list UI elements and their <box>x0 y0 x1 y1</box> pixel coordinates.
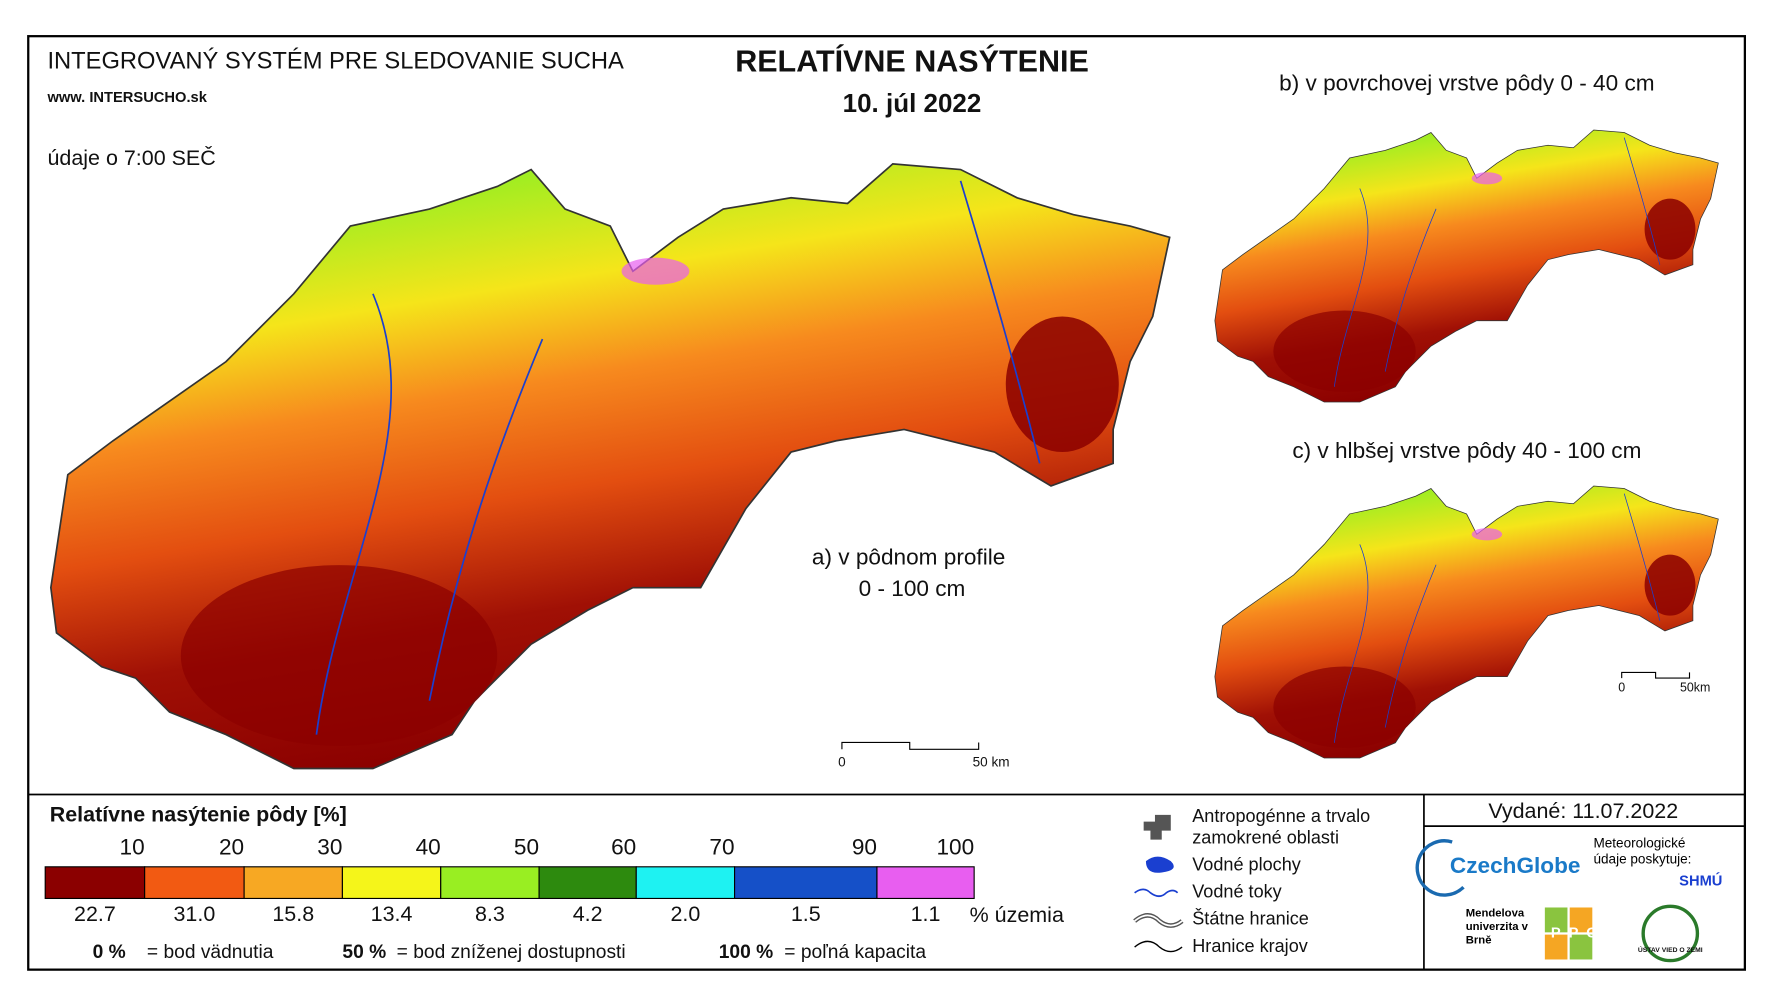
map-a-depth: 0 - 100 cm <box>859 576 966 601</box>
symbol-label: Antropogénne a trvalo zamokrené oblasti <box>1192 806 1370 847</box>
share-unit: % územia <box>970 903 1064 927</box>
legend-share: 2.0 <box>670 902 700 926</box>
map-b <box>1214 129 1719 403</box>
logo-provider: Meteorologické údaje poskytuje: <box>1593 835 1692 867</box>
legend-share: 22.7 <box>74 902 116 926</box>
legend-break: 100 <box>936 835 974 860</box>
legend-title: Relatívne nasýtenie pôdy [%] <box>50 803 347 827</box>
issued: Vydané: 11.07.2022 <box>1488 799 1678 823</box>
scale-zero: 0 <box>838 754 846 769</box>
legend-break: 90 <box>852 835 877 860</box>
legend-break: 10 <box>120 835 145 860</box>
note-text: = bod zníženej dostupnosti <box>397 942 626 963</box>
title: RELATÍVNE NASÝTENIE <box>735 42 1089 78</box>
legend-share: 15.8 <box>272 902 314 926</box>
legend-share: 1.1 <box>911 902 941 926</box>
legend-swatch <box>734 866 878 900</box>
scale-zero: 0 <box>1618 681 1625 695</box>
logo-nppc-box <box>1544 907 1593 960</box>
legend-share: 4.2 <box>573 902 603 926</box>
map-a-label: a) v pôdnom profile <box>812 544 1005 569</box>
symbol-label: Hranice krajov <box>1192 936 1308 956</box>
map-c <box>1214 485 1719 759</box>
legend-share: 1.5 <box>791 902 821 926</box>
note-text: = bod vädnutia <box>147 942 274 963</box>
legend-break: 70 <box>709 835 734 860</box>
date: 10. júl 2022 <box>843 88 982 118</box>
note-value: 100 % <box>719 942 773 963</box>
note-text: = poľná kapacita <box>784 942 926 963</box>
symbol-label: Štátne hranice <box>1192 908 1309 929</box>
legend-swatch <box>635 866 736 900</box>
legend: 22.7 31.0 15.8 13.4 8.3 4.2 2.0 1.5 1.1 10 20 30 40 5… <box>44 835 975 963</box>
note-value: 0 % <box>93 942 126 963</box>
logo-shmu: SHMÚ <box>1679 871 1722 889</box>
legend-break: 30 <box>317 835 342 860</box>
logo-ustav: ÚSTAV VIED O ZEMI <box>1638 945 1703 954</box>
legend-break: 20 <box>219 835 244 860</box>
symbol-label: Vodné toky <box>1192 882 1281 902</box>
logo-nppc: NPPC <box>1532 925 1604 941</box>
legend-swatch <box>440 866 540 900</box>
time-note: údaje o 7:00 SEČ <box>47 145 215 170</box>
scale-label: 50km <box>1680 681 1710 695</box>
legend-break: 40 <box>416 835 441 860</box>
map-a <box>50 163 1171 770</box>
scale-label: 50 km <box>973 754 1010 769</box>
symbol-label: Vodné plochy <box>1192 854 1301 874</box>
legend-swatch <box>243 866 343 900</box>
logo-czechglobe: CzechGlobe <box>1450 853 1581 878</box>
legend-share: 13.4 <box>371 902 413 926</box>
legend-break: 50 <box>514 835 539 860</box>
map-b-label: b) v povrchovej vrstve pôdy 0 - 40 cm <box>1279 71 1654 96</box>
legend-share: 31.0 <box>173 902 215 926</box>
legend-swatch <box>44 866 146 900</box>
frame <box>27 35 1747 971</box>
map-c-label: c) v hlbšej vrstve pôdy 40 - 100 cm <box>1292 438 1641 463</box>
legend-swatch <box>341 866 442 900</box>
system-name: INTEGROVANÝ SYSTÉM PRE SLEDOVANIE SUCHA <box>47 47 624 74</box>
legend-swatch <box>538 866 637 900</box>
legend-swatch <box>876 866 975 900</box>
logo-mendel: Mendelova univerzita v Brně <box>1465 907 1528 948</box>
note-value: 50 % <box>342 942 386 963</box>
symbol-legend <box>1133 814 1184 953</box>
legend-break: 60 <box>611 835 636 860</box>
legend-share: 8.3 <box>475 902 505 926</box>
legend-swatch <box>144 866 245 900</box>
website: www. INTERSUCHO.sk <box>46 90 207 106</box>
